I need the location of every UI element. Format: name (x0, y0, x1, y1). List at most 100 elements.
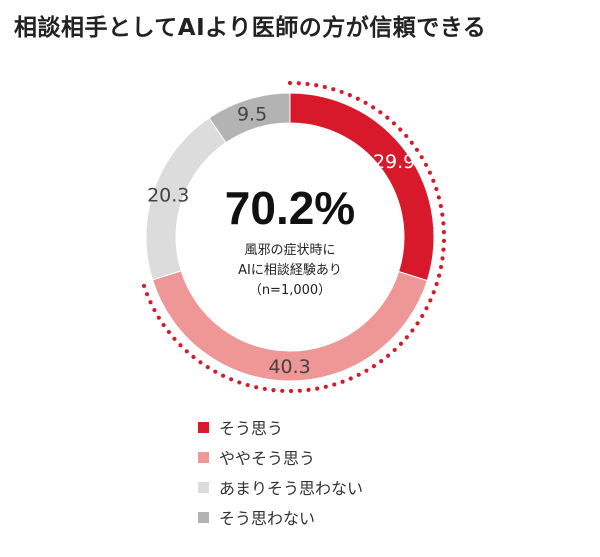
legend-swatch (198, 511, 209, 523)
highlight-dot (438, 264, 444, 270)
highlight-dot (315, 386, 320, 391)
highlight-dot (434, 186, 439, 192)
center-caption-line-3: （n=1,000） (249, 283, 331, 298)
chart-legend: そう思う ややそう思う あまりそう思わない そう思わない (198, 412, 363, 532)
highlight-dot (441, 221, 446, 226)
highlight-dot (271, 388, 276, 393)
highlight-dot (379, 359, 384, 364)
highlight-dot (398, 341, 404, 346)
highlight-dot (156, 315, 161, 320)
legend-swatch (198, 481, 209, 493)
highlight-dot (355, 96, 360, 101)
highlight-dot (340, 379, 345, 384)
donut-chart: 29.940.320.39.5 70.2% 風邪の症状時に AIに相談経験あり … (141, 80, 447, 394)
highlight-dot (323, 384, 328, 389)
center-caption-line-1: 風邪の症状時に (244, 243, 335, 258)
highlight-dot (398, 127, 403, 132)
highlight-dot (424, 306, 429, 311)
highlight-dot (322, 84, 327, 90)
highlight-dot (161, 322, 166, 328)
highlight-dot (297, 388, 302, 393)
highlight-dot (434, 281, 439, 287)
highlight-dot (440, 212, 445, 217)
legend-item: そう思わない (198, 502, 363, 532)
highlight-dot (166, 329, 171, 335)
highlight-dot (441, 238, 447, 243)
highlight-dot (205, 365, 210, 370)
highlight-dot (441, 247, 446, 252)
highlight-dot (404, 335, 409, 340)
highlight-dot (287, 80, 293, 86)
highlight-dot (148, 300, 153, 305)
highlight-dot (419, 155, 424, 160)
highlight-dot (364, 368, 369, 373)
highlight-dot (144, 292, 150, 297)
highlight-dot (347, 92, 352, 98)
highlight-dot (198, 360, 203, 365)
highlight-dot (385, 115, 390, 120)
center-value: 70.2% (225, 182, 355, 234)
legend-item: そう思う (198, 412, 363, 442)
highlight-dot (314, 83, 319, 88)
highlight-dot (371, 364, 377, 369)
slice-value-label: 9.5 (237, 104, 267, 126)
legend-label: あまりそう思わない (219, 479, 364, 498)
highlight-dot (172, 336, 177, 341)
highlight-dot (440, 256, 445, 261)
highlight-dot (404, 133, 409, 139)
highlight-dot (423, 162, 429, 167)
legend-swatch (198, 421, 209, 433)
highlight-dot (296, 81, 301, 86)
slice-value-label: 40.3 (268, 356, 310, 378)
highlight-dot (152, 307, 157, 313)
chart-title: 相談相手としてAIより医師の方が信頼できる (14, 15, 487, 41)
highlight-dot (363, 100, 368, 105)
highlight-dot (428, 298, 433, 303)
highlight-dot (280, 388, 285, 393)
slice-value-label: 29.9 (373, 151, 415, 173)
legend-item: ややそう思う (198, 442, 363, 472)
highlight-dot (431, 290, 436, 295)
highlight-dot (229, 377, 234, 382)
highlight-dot (348, 376, 353, 381)
highlight-dot (436, 273, 442, 278)
highlight-dot (427, 170, 433, 175)
highlight-dot (441, 230, 447, 235)
donut-slice (208, 92, 291, 144)
legend-label: そう思わない (219, 509, 316, 528)
highlight-dot (391, 121, 397, 126)
highlight-dot (392, 347, 397, 353)
highlight-dot (331, 87, 336, 92)
highlight-dot (262, 386, 267, 392)
highlight-dot (245, 382, 250, 388)
highlight-dot (306, 387, 311, 392)
highlight-dot (378, 110, 383, 115)
highlight-dot (254, 385, 259, 390)
highlight-dot (288, 388, 294, 394)
highlight-dot (371, 105, 376, 110)
highlight-dot (237, 380, 242, 385)
highlight-dot (409, 140, 414, 145)
center-caption-line-2: AIに相談経験あり (238, 262, 342, 278)
legend-label: ややそう思う (219, 449, 316, 468)
highlight-dot (414, 147, 420, 152)
highlight-dot (220, 373, 226, 378)
highlight-dot (213, 369, 218, 374)
highlight-dot (436, 195, 441, 200)
highlight-dot (184, 349, 189, 354)
highlight-dot (420, 313, 425, 319)
slice-value-label: 20.3 (147, 184, 189, 206)
highlight-dot (141, 283, 147, 289)
legend-swatch (198, 451, 209, 463)
highlight-dot (178, 343, 183, 348)
highlight-dot (438, 203, 443, 209)
legend-label: そう思う (219, 419, 284, 438)
highlight-dot (415, 321, 420, 326)
highlight-dot (332, 382, 337, 387)
legend-item: あまりそう思わない (198, 472, 363, 502)
highlight-dot (305, 81, 310, 87)
highlight-dot (410, 328, 415, 333)
highlight-dot (431, 178, 436, 183)
highlight-dot (385, 353, 391, 358)
highlight-dot (356, 372, 361, 377)
